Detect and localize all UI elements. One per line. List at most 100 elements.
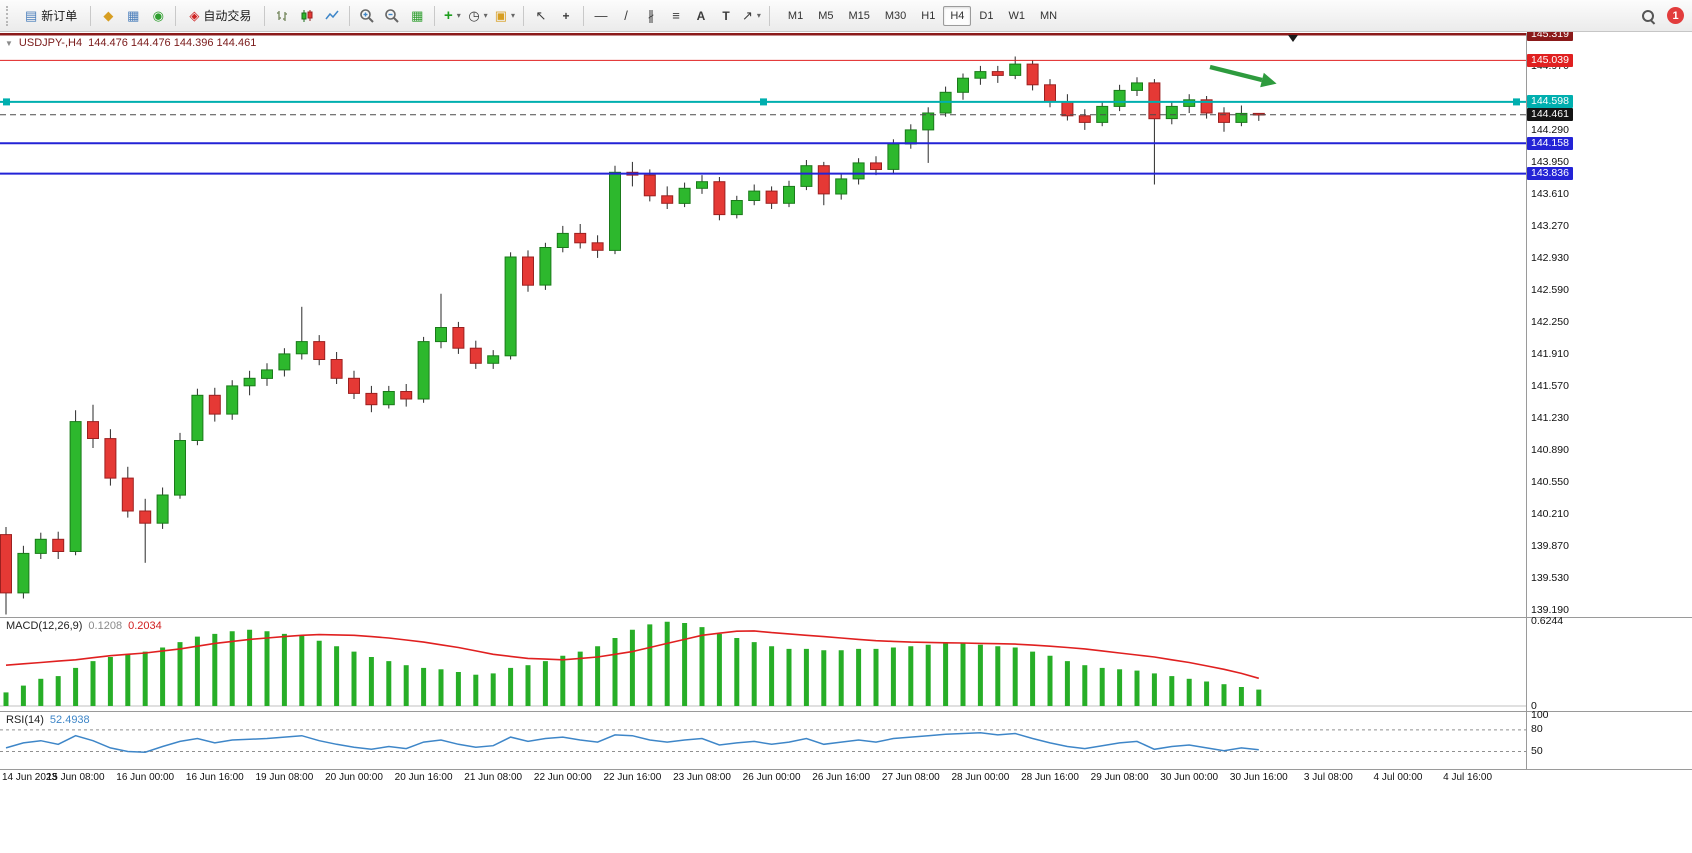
periods-button[interactable]: ◷ ▾ [465, 4, 490, 28]
navigator-button[interactable]: ◉ [146, 4, 170, 28]
candle [469, 347, 482, 364]
indicators-icon: + [443, 7, 453, 24]
time-label: 30 Jun 16:00 [1229, 772, 1288, 783]
data-window-button[interactable]: ▦ [121, 4, 145, 28]
candlestick-chart-button[interactable] [295, 4, 319, 28]
candle [174, 440, 186, 496]
market-watch-button[interactable]: ◆ [96, 4, 120, 28]
line-chart-icon [325, 10, 339, 19]
chart-title: ▼ USDJPY-,H4 144.476 144.476 144.396 144… [5, 37, 256, 49]
shapes-button[interactable]: ↗ ▾ [739, 4, 764, 28]
axis-tick: 139.530 [1531, 572, 1569, 585]
candle [678, 187, 691, 204]
zoom-out-button[interactable] [380, 4, 404, 28]
indicators-button[interactable]: + ▾ [440, 4, 464, 28]
line-selection-handle[interactable] [1513, 98, 1520, 106]
candle [226, 385, 239, 415]
time-label: 30 Jun 00:00 [1160, 772, 1219, 783]
axis-tick: 141.910 [1531, 348, 1569, 361]
time-label: 16 Jun 16:00 [185, 772, 244, 783]
horizontal-line-button[interactable]: — [589, 4, 613, 28]
bar-chart-button[interactable] [270, 4, 294, 28]
rsi-name: RSI(14) [6, 714, 44, 726]
main-toolbar: ▤ 新订单 ◆ ▦ ◉ ◈ 自动交易 [0, 0, 1692, 32]
macd-label: MACD(12,26,9) 0.1208 0.2034 [6, 620, 162, 632]
toolbar-separator [349, 5, 351, 26]
text-label-button[interactable]: T [714, 4, 738, 28]
candle [278, 353, 291, 371]
timeframe-toolbar: M1 M5 M15 M30 H1 H4 D1 W1 MN [781, 5, 1064, 26]
macd-chart[interactable] [0, 618, 1526, 711]
price-chart[interactable] [0, 33, 1526, 617]
dropdown-caret-icon: ▾ [456, 10, 461, 20]
candle [17, 552, 30, 594]
timeframe-mn[interactable]: MN [1033, 6, 1064, 26]
candle [156, 494, 169, 524]
line-selection-handle[interactable] [3, 98, 10, 106]
macd-name: MACD(12,26,9) [6, 620, 83, 632]
candle [1183, 99, 1196, 107]
panel-divider[interactable] [0, 617, 1692, 618]
zoom-in-button[interactable] [355, 4, 379, 28]
candle [330, 359, 343, 379]
trend-arrow[interactable] [1209, 64, 1263, 83]
price-badge: 144.598 [1527, 95, 1573, 109]
candle [382, 391, 395, 406]
macd-signal-line [5, 630, 1260, 680]
time-axis[interactable]: 14 Jun 2023 15 Jun 08:00 16 Jun 00:00 16 Ju… [0, 770, 1692, 790]
timeframe-h4[interactable]: H4 [943, 5, 972, 26]
candle [1044, 84, 1056, 103]
candle [835, 178, 848, 195]
notification-badge[interactable]: 1 [1667, 7, 1684, 24]
timeframe-m5[interactable]: M5 [811, 6, 840, 26]
line-selection-handle[interactable] [760, 98, 767, 106]
autotrade-button[interactable]: ◈ 自动交易 [181, 4, 259, 28]
toolbar-separator [768, 5, 770, 26]
axis-tick: 50 [1531, 745, 1543, 757]
candle [208, 394, 221, 415]
timeframe-h1[interactable]: H1 [914, 6, 942, 26]
panel-divider[interactable] [0, 769, 1692, 770]
text-button[interactable]: A [689, 4, 713, 28]
search-button[interactable] [1636, 4, 1660, 28]
axis-tick: 141.570 [1531, 380, 1569, 393]
tile-windows-button[interactable]: ▦ [405, 4, 429, 28]
channel-button[interactable]: ∦ [639, 4, 663, 28]
time-label: 20 Jun 00:00 [325, 772, 383, 783]
templates-button[interactable]: ▣ ▾ [492, 4, 518, 28]
rsi-chart[interactable] [0, 712, 1526, 769]
time-label: 22 Jun 16:00 [603, 772, 662, 783]
toolbar-grip[interactable] [6, 5, 12, 26]
candle [591, 242, 604, 251]
time-label: 26 Jun 00:00 [742, 772, 801, 783]
candle [104, 438, 117, 479]
fibonacci-button[interactable]: ≡ [664, 4, 688, 28]
axis-tick: 140.210 [1531, 508, 1569, 521]
trend-arrow-head[interactable] [1260, 72, 1277, 88]
candle [504, 256, 517, 357]
candle [991, 71, 1004, 76]
panel-divider[interactable] [0, 711, 1692, 712]
timeframe-m30[interactable]: M30 [878, 6, 913, 26]
candle [1148, 82, 1161, 120]
collapse-caret-icon[interactable]: ▼ [5, 38, 13, 48]
timeframe-w1[interactable]: W1 [1001, 6, 1032, 26]
trendline-button[interactable]: / [614, 4, 638, 28]
tile-windows-icon: ▦ [411, 8, 424, 23]
candle [313, 341, 326, 361]
chart-shift-marker[interactable] [1288, 35, 1298, 42]
axis-tick: 144.290 [1531, 124, 1569, 137]
timeframe-m15[interactable]: M15 [841, 6, 876, 26]
candle [539, 247, 552, 286]
toolbar-separator [583, 5, 584, 26]
timeframe-d1[interactable]: D1 [972, 6, 1000, 26]
crosshair-button[interactable]: + [554, 4, 578, 28]
fibonacci-icon: ≡ [672, 8, 680, 23]
candle [713, 181, 726, 216]
timeframe-m1[interactable]: M1 [781, 6, 810, 26]
new-order-button[interactable]: ▤ 新订单 [17, 4, 85, 28]
cursor-button[interactable]: ↖ [529, 4, 553, 28]
axis-tick: 140.550 [1531, 476, 1569, 489]
line-chart-button[interactable] [320, 4, 344, 28]
candle [870, 162, 882, 170]
